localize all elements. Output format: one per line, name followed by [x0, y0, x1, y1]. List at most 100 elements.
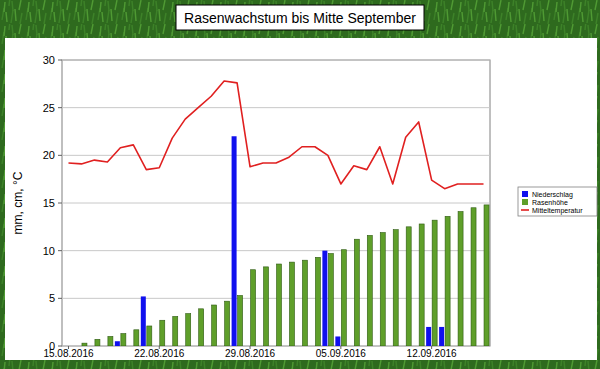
bar — [458, 212, 463, 346]
bar — [245, 346, 250, 347]
plot-frame — [62, 60, 490, 346]
bar — [426, 327, 431, 346]
x-tick-label: 22.08.2016 — [134, 348, 184, 359]
bar — [328, 254, 333, 346]
bar — [452, 346, 457, 347]
bar — [406, 227, 411, 346]
bar — [315, 257, 320, 346]
y-tick — [58, 250, 62, 251]
bar — [322, 251, 327, 346]
bar — [251, 270, 256, 346]
bar — [264, 267, 269, 346]
grid-line — [62, 298, 490, 299]
grid-line — [62, 346, 490, 347]
y-axis-label: mm, cm, °C — [11, 171, 25, 234]
bar — [108, 336, 113, 346]
bar — [212, 305, 217, 346]
bar — [89, 346, 94, 347]
legend-swatch — [522, 191, 528, 197]
bar — [400, 346, 405, 347]
bar — [160, 320, 165, 346]
y-tick — [58, 298, 62, 299]
legend-label: Niederschlag — [532, 191, 573, 199]
grid-line — [62, 107, 490, 108]
background — [0, 0, 600, 369]
bar — [232, 136, 237, 346]
y-tick — [58, 203, 62, 204]
bar — [439, 327, 444, 346]
bar — [186, 314, 191, 346]
bar — [419, 224, 424, 346]
bar — [82, 343, 87, 346]
bar — [361, 346, 366, 347]
bar — [102, 346, 107, 347]
y-tick-label: 15 — [43, 197, 55, 209]
legend-label: Mitteltemperatur — [532, 207, 583, 215]
bar — [387, 346, 392, 347]
y-tick-label: 20 — [43, 149, 55, 161]
bar — [167, 346, 172, 347]
grid-line — [62, 250, 490, 251]
bar — [289, 262, 294, 346]
bar — [173, 316, 178, 346]
legend-swatch — [522, 199, 528, 205]
bar — [225, 301, 230, 346]
x-tick-label: 15.08.2016 — [43, 348, 93, 359]
bar — [367, 235, 372, 346]
chart: Rasenwachstum bis Mitte September0510152… — [0, 0, 600, 369]
bar — [128, 346, 133, 347]
bar — [335, 336, 340, 346]
bar — [432, 220, 437, 346]
y-tick-label: 25 — [43, 102, 55, 114]
y-tick — [58, 346, 62, 347]
bar — [193, 346, 198, 347]
bar — [309, 346, 314, 347]
bar — [121, 334, 126, 346]
y-tick — [58, 107, 62, 108]
y-tick-label: 10 — [43, 245, 55, 257]
bar — [95, 339, 100, 346]
bar — [199, 309, 204, 346]
grid-line — [62, 203, 490, 204]
legend-box — [518, 187, 597, 216]
bar — [354, 239, 359, 346]
bar — [283, 346, 288, 347]
bar — [134, 330, 139, 346]
bar — [393, 230, 398, 346]
chart-panel — [5, 38, 597, 360]
bar — [348, 346, 353, 347]
bar — [76, 346, 81, 347]
bar — [296, 346, 301, 347]
x-tick-label: 29.08.2016 — [225, 348, 275, 359]
bar — [271, 346, 276, 347]
bar — [341, 250, 346, 346]
bar — [478, 346, 483, 347]
bar — [471, 208, 476, 346]
line — [68, 81, 483, 189]
title: Rasenwachstum bis Mitte September — [184, 10, 416, 26]
bar — [380, 233, 385, 346]
bar — [484, 205, 489, 346]
x-tick-label: 05.09.2016 — [316, 348, 366, 359]
bar — [141, 296, 146, 346]
y-tick — [58, 60, 62, 61]
bar — [465, 346, 470, 347]
bar — [154, 346, 159, 347]
bar — [69, 346, 74, 347]
bar — [180, 346, 185, 347]
bar — [238, 295, 243, 346]
y-tick-label: 30 — [43, 54, 55, 66]
y-tick-label: 5 — [49, 292, 55, 304]
legend-label: Rasenhöhe — [532, 199, 568, 206]
bar — [277, 264, 282, 346]
marks — [68, 81, 489, 346]
bar — [258, 346, 263, 347]
grid-line — [62, 60, 490, 61]
legend-swatch — [521, 209, 529, 211]
bar — [413, 346, 418, 347]
bar — [302, 260, 307, 346]
bar — [374, 346, 379, 347]
bar — [115, 341, 120, 346]
y-tick — [58, 155, 62, 156]
bar — [219, 346, 224, 347]
